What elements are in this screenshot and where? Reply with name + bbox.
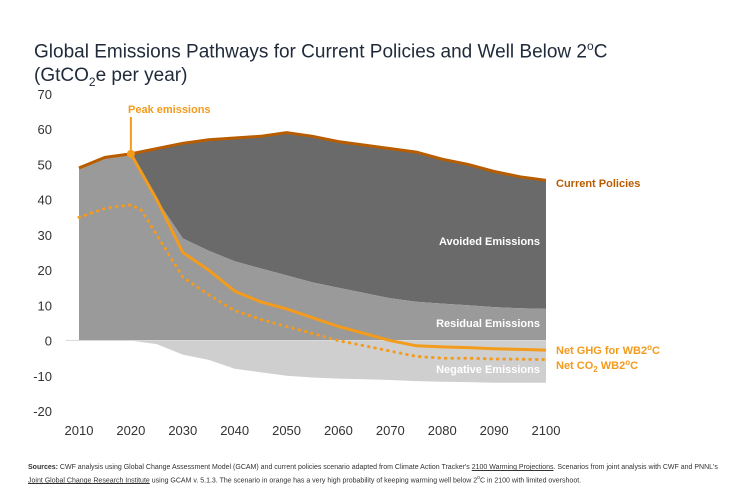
chart-title-line-1: Global Emissions Pathways for Current Po… (34, 34, 607, 64)
x-tick-label: 2080 (428, 423, 457, 438)
negative-emissions-label: Negative Emissions (436, 364, 540, 376)
y-tick-label: 30 (38, 228, 52, 243)
sources-text-1: CWF analysis using Global Change Assessm… (57, 464, 472, 471)
title-unit-post: e per year) (95, 65, 188, 87)
y-tick-label: 10 (38, 298, 52, 313)
title-unit-sub: 2 (88, 75, 96, 90)
y-tick-label: 0 (45, 334, 52, 349)
x-tick-label: 2030 (168, 423, 197, 438)
source-link-jgcri[interactable]: Joint Global Change Research Institute (28, 477, 150, 485)
net-co2-label: Net CO2 WB2oC (556, 358, 638, 374)
avoided-emissions-area (130, 132, 546, 309)
sources-label: Sources: (28, 464, 58, 471)
chart-title-line-2: (GtCO2e per year) (34, 64, 607, 94)
x-tick-label: 2040 (220, 423, 249, 438)
y-tick-label: 40 (38, 193, 52, 208)
current-policies-label: Current Policies (556, 178, 640, 190)
x-tick-label: 2010 (65, 423, 94, 438)
sources-degree: o (477, 475, 480, 481)
y-tick-label: 70 (38, 87, 52, 102)
current-policies-line (78, 131, 547, 182)
y-tick-label: 20 (38, 263, 52, 278)
residual-emissions-area (79, 153, 546, 341)
title-text-c: C (593, 41, 608, 63)
x-tick-label: 2020 (116, 423, 145, 438)
y-tick-label: -20 (33, 404, 52, 419)
y-tick-label: 60 (38, 122, 52, 137)
residual-emissions-label: Residual Emissions (436, 318, 540, 330)
area-layer (79, 132, 546, 383)
source-link-warming-projections[interactable]: 2100 Warming Projections (471, 464, 554, 471)
peak-emissions-marker (126, 149, 135, 158)
label-layer: Peak emissions Avoided Emissions Residual … (128, 104, 660, 376)
negative-emissions-area (130, 340, 546, 383)
net-ghg-label: Net GHG for WB2oC (556, 343, 660, 357)
sources-text-2: . Scenarios from joint analysis with CWF… (553, 464, 718, 471)
x-tick-label: 2100 (532, 423, 561, 438)
peak-emissions-label: Peak emissions (128, 104, 211, 116)
sources-text-3: using GCAM v. 5.1.3. The scenario in ora… (149, 477, 478, 485)
sources-text-4: C in 2100 with limited overshoot. (479, 477, 582, 485)
avoided-emissions-label: Avoided Emissions (439, 236, 540, 248)
net-co2-line (77, 203, 548, 362)
title-degree: o (587, 39, 594, 53)
sources-note: Sources: CWF analysis using Global Chang… (28, 463, 718, 486)
x-tick-label: 2090 (480, 423, 509, 438)
line-layer (77, 117, 548, 362)
chart-title: Global Emissions Pathways for Current Po… (34, 34, 607, 94)
net-ghg-line (78, 152, 547, 352)
title-unit-pre: (GtCO (34, 65, 89, 87)
title-text: Global Emissions Pathways for Current Po… (34, 41, 587, 63)
x-tick-label: 2050 (272, 423, 301, 438)
y-tick-label: -10 (33, 369, 52, 384)
x-tick-label: 2070 (376, 423, 405, 438)
y-tick-label: 50 (38, 157, 52, 172)
x-tick-label: 2060 (324, 423, 353, 438)
